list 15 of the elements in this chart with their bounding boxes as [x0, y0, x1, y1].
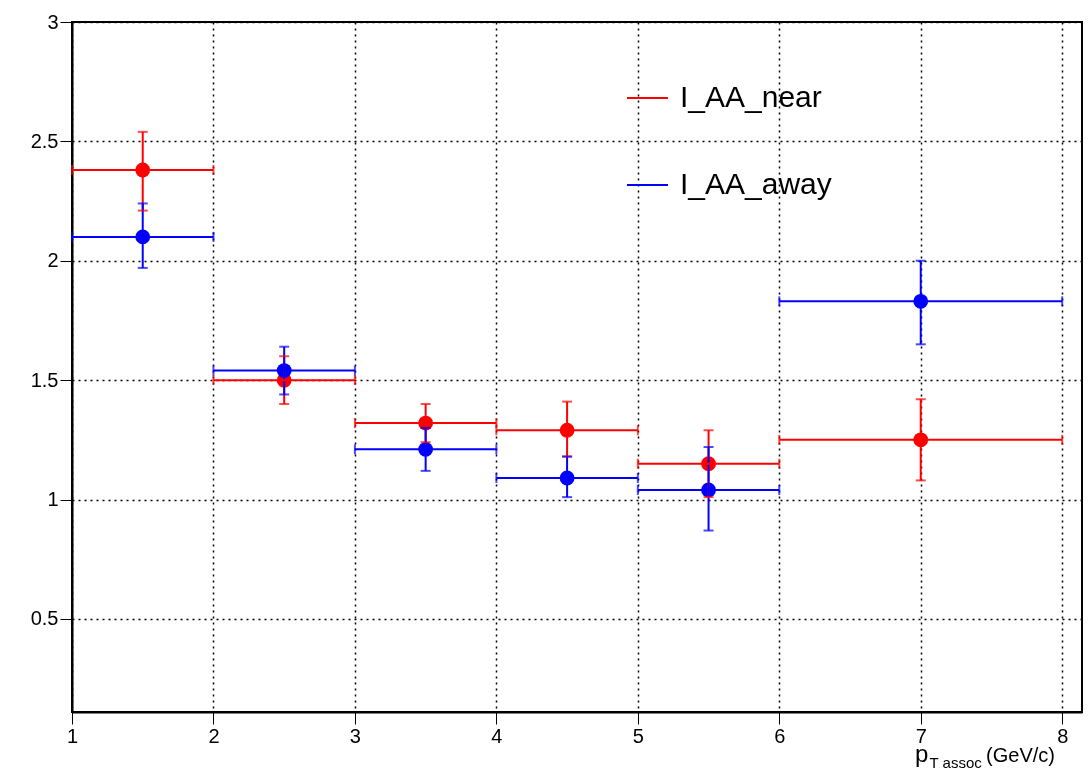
- x-tick-label: 5: [632, 724, 644, 747]
- y-tick-label: 0.5: [30, 607, 59, 630]
- y-tick-label: 2.5: [30, 129, 59, 152]
- x-tick-label: 4: [491, 724, 503, 747]
- x-tick-label: 6: [774, 724, 786, 747]
- y-tick-label: 2: [47, 249, 59, 272]
- x-tick-label: 3: [349, 724, 361, 747]
- legend-label: I_AA_away: [680, 167, 832, 200]
- y-tick-label: 3: [47, 10, 59, 33]
- y-tick-label: 1: [47, 488, 59, 511]
- y-tick-label: 1.5: [30, 368, 59, 391]
- x-tick-label: 8: [1057, 724, 1069, 747]
- x-tick-label: 2: [208, 724, 220, 747]
- legend-label: I_AA_near: [680, 80, 822, 113]
- x-tick-label: 1: [66, 724, 79, 747]
